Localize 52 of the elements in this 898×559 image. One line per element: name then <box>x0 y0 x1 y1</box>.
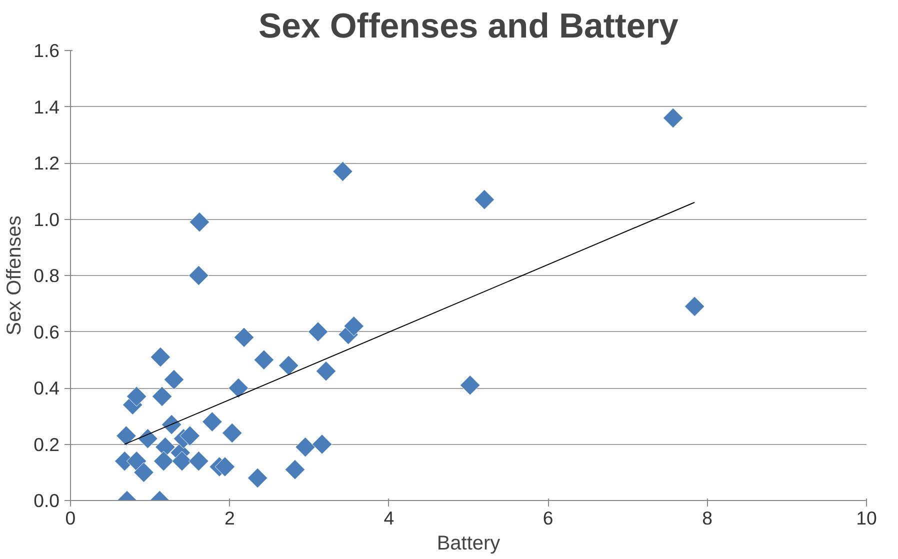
point <box>153 450 174 472</box>
y-tick-label: 0.0 <box>34 490 60 511</box>
y-tick-label: 1.6 <box>34 40 60 61</box>
point <box>247 468 268 488</box>
point <box>295 436 316 458</box>
point <box>138 428 158 449</box>
point <box>254 350 274 370</box>
chart-title: Sex Offenses and Battery <box>258 8 680 46</box>
y-tick-label: 1.0 <box>34 208 60 230</box>
y-axis-title: Sex Offenses <box>4 216 26 336</box>
x-tick-label: 0 <box>65 508 76 528</box>
point <box>150 346 171 368</box>
y-tick-label: 0.8 <box>34 265 60 286</box>
x-tick-label: 6 <box>542 508 554 528</box>
y-tick-label: 0.6 <box>34 321 60 342</box>
point <box>116 426 136 446</box>
point <box>180 426 200 446</box>
point <box>189 212 210 232</box>
point <box>460 375 480 396</box>
x-tick-label: 4 <box>384 508 394 528</box>
point <box>188 265 209 286</box>
point <box>278 355 299 376</box>
y-tick-label: 1.2 <box>34 152 60 174</box>
x-tick-label: 8 <box>702 508 713 528</box>
point <box>188 450 209 472</box>
x-tick-label: 2 <box>224 508 235 528</box>
point <box>172 450 192 472</box>
y-tick-label: 1.4 <box>34 96 60 118</box>
point <box>164 369 184 390</box>
point <box>134 462 154 483</box>
y-tick-label: 0.4 <box>34 378 60 398</box>
point <box>222 422 242 444</box>
point <box>312 434 332 454</box>
point <box>332 161 353 182</box>
point <box>152 386 172 407</box>
point <box>214 456 236 477</box>
x-axis-title: Battery <box>436 532 500 554</box>
point <box>234 327 254 348</box>
point <box>474 189 495 210</box>
point <box>662 108 684 128</box>
point <box>344 316 364 336</box>
point <box>126 386 147 407</box>
point <box>284 459 306 480</box>
point <box>316 360 336 382</box>
point <box>126 450 147 472</box>
point <box>228 378 249 398</box>
point <box>202 412 222 432</box>
point <box>308 322 328 342</box>
y-tick-label: 0.2 <box>34 434 60 455</box>
point <box>684 296 705 317</box>
point <box>161 414 182 435</box>
x-tick-label: 10 <box>856 508 877 528</box>
